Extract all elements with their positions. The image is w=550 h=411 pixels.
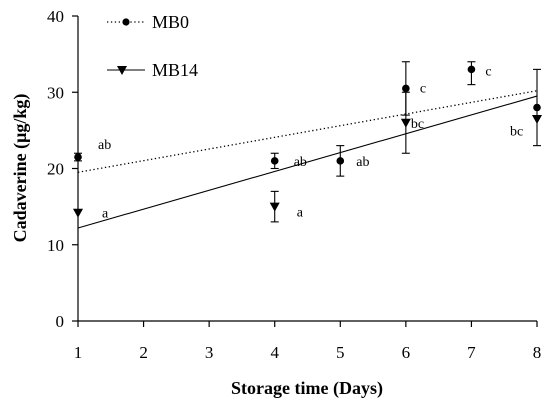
data-point-mb14 <box>269 202 280 212</box>
data-point-mb0 <box>270 157 279 165</box>
y-tick-label: 10 <box>47 236 64 255</box>
significance-letter-mb0: ab <box>356 155 369 170</box>
significance-letter-mb14: a <box>102 207 109 222</box>
legend-item-mb14: MB14 <box>107 60 198 80</box>
significance-letter-mb0: ab <box>98 138 111 153</box>
trendline-mb14 <box>77 95 538 229</box>
x-tick-label: 6 <box>402 343 411 362</box>
tick-layer: 1 2 3 4 5 6 7 8 0 10 20 30 40 <box>47 7 541 362</box>
significance-letter-mb0: c <box>420 81 426 96</box>
x-tick-label: 7 <box>467 343 476 362</box>
x-tick-label: 4 <box>270 343 279 362</box>
x-tick-label: 8 <box>533 343 542 362</box>
significance-letter-mb0: bc <box>510 125 523 140</box>
error-bar-mb0 <box>467 61 476 86</box>
significance-letter-mb14: a <box>297 206 304 221</box>
data-point-mb0 <box>336 157 345 165</box>
x-tick-label: 1 <box>74 343 83 362</box>
y-tick-label: 40 <box>47 7 64 26</box>
legend-item-mb0: MB0 <box>107 12 189 32</box>
legend-marker-mb14 <box>117 66 127 75</box>
significance-letter-mb0: c <box>485 64 491 79</box>
y-tick-label: 30 <box>47 83 64 102</box>
y-axis-title: Cadaverine (μg/kg) <box>10 94 31 243</box>
significance-letter-mb0: ab <box>294 155 307 170</box>
x-tick-label: 2 <box>139 343 148 362</box>
data-point-mb0 <box>533 103 541 112</box>
data-point-mb0 <box>402 84 410 93</box>
x-axis-title: Storage time (Days) <box>231 378 383 399</box>
y-tick-label: 20 <box>47 160 64 179</box>
trendline-mb0 <box>77 90 538 173</box>
legend: MB0 MB14 <box>107 12 198 80</box>
significance-letter-mb14: bc <box>411 117 424 132</box>
data-point-mb14 <box>532 114 542 124</box>
legend-label-mb14: MB14 <box>152 60 198 80</box>
trendline-layer <box>77 90 538 229</box>
data-point-mb0 <box>467 65 476 74</box>
x-tick-label: 5 <box>336 343 345 362</box>
x-tick-label: 3 <box>205 343 214 362</box>
y-tick-label: 0 <box>56 312 65 331</box>
data-point-mb14 <box>400 118 411 128</box>
legend-label-mb0: MB0 <box>152 12 189 32</box>
legend-marker-mb0 <box>122 18 130 26</box>
